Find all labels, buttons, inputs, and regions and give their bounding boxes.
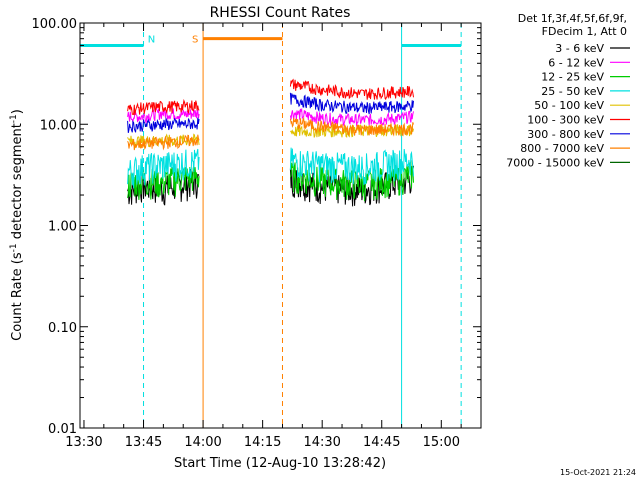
x-tick-label: 14:45 — [363, 435, 400, 450]
series-line — [289, 92, 414, 115]
y-axis-ticks: 0.01 0.10 1.00 10.00 100.00 — [32, 17, 481, 437]
series-line — [127, 164, 200, 201]
series-line — [289, 116, 414, 137]
series-line — [127, 148, 200, 189]
series-line — [127, 134, 200, 151]
x-tick-label: 13:45 — [125, 435, 162, 450]
y-tick-label: 0.01 — [48, 422, 77, 437]
x-tick-label: 14:00 — [184, 435, 221, 450]
legend-label: 6 - 12 keV — [548, 56, 604, 69]
legend-label: 7000 - 15000 keV — [506, 156, 604, 169]
series-line — [127, 116, 200, 134]
x-tick-label: 13:30 — [65, 435, 102, 450]
x-axis-ticks: 13:30 13:45 14:00 14:15 14:30 14:45 15:00 — [65, 23, 482, 450]
plot-frame — [79, 22, 482, 429]
legend: Det 1f,3f,4f,5f,6f,9f,FDecim 1, Att 0 3 -… — [506, 12, 630, 169]
legend-label: 800 - 7000 keV — [520, 142, 604, 155]
x-axis-label: Start Time (12-Aug-10 13:28:42) — [174, 456, 386, 471]
legend-label: 100 - 300 keV — [527, 114, 604, 127]
x-tick-label: 15:00 — [423, 435, 460, 450]
y-tick-label: 10.00 — [40, 118, 77, 133]
series-line — [127, 107, 200, 125]
y-axis-label: Count Rate (s-1 detector segment-1) — [9, 109, 25, 341]
series-line — [289, 107, 414, 127]
legend-label: 25 - 50 keV — [541, 85, 604, 98]
legend-header: FDecim 1, Att 0 — [542, 25, 627, 38]
series-line — [127, 98, 200, 116]
x-tick-label: 14:30 — [303, 435, 340, 450]
legend-label: 50 - 100 keV — [534, 99, 604, 112]
y-tick-label: 1.00 — [48, 220, 77, 235]
plot-timestamp: 15-Oct-2021 21:24 — [560, 468, 636, 477]
series-line — [289, 78, 414, 101]
series-line — [289, 124, 414, 138]
annotation-label: S — [192, 35, 198, 46]
legend-header: Det 1f,3f,4f,5f,6f,9f, — [518, 12, 627, 25]
series-line — [289, 147, 414, 186]
series-line — [289, 160, 414, 202]
y-tick-label: 0.10 — [48, 321, 77, 336]
chart-title: RHESSI Count Rates — [210, 5, 351, 21]
x-tick-label: 14:15 — [244, 435, 281, 450]
legend-label: 3 - 6 keV — [555, 42, 604, 55]
legend-label: 300 - 800 keV — [527, 128, 604, 141]
annotation-label: N — [148, 35, 155, 46]
legend-label: 12 - 25 keV — [541, 71, 604, 84]
y-tick-label: 100.00 — [32, 17, 78, 32]
